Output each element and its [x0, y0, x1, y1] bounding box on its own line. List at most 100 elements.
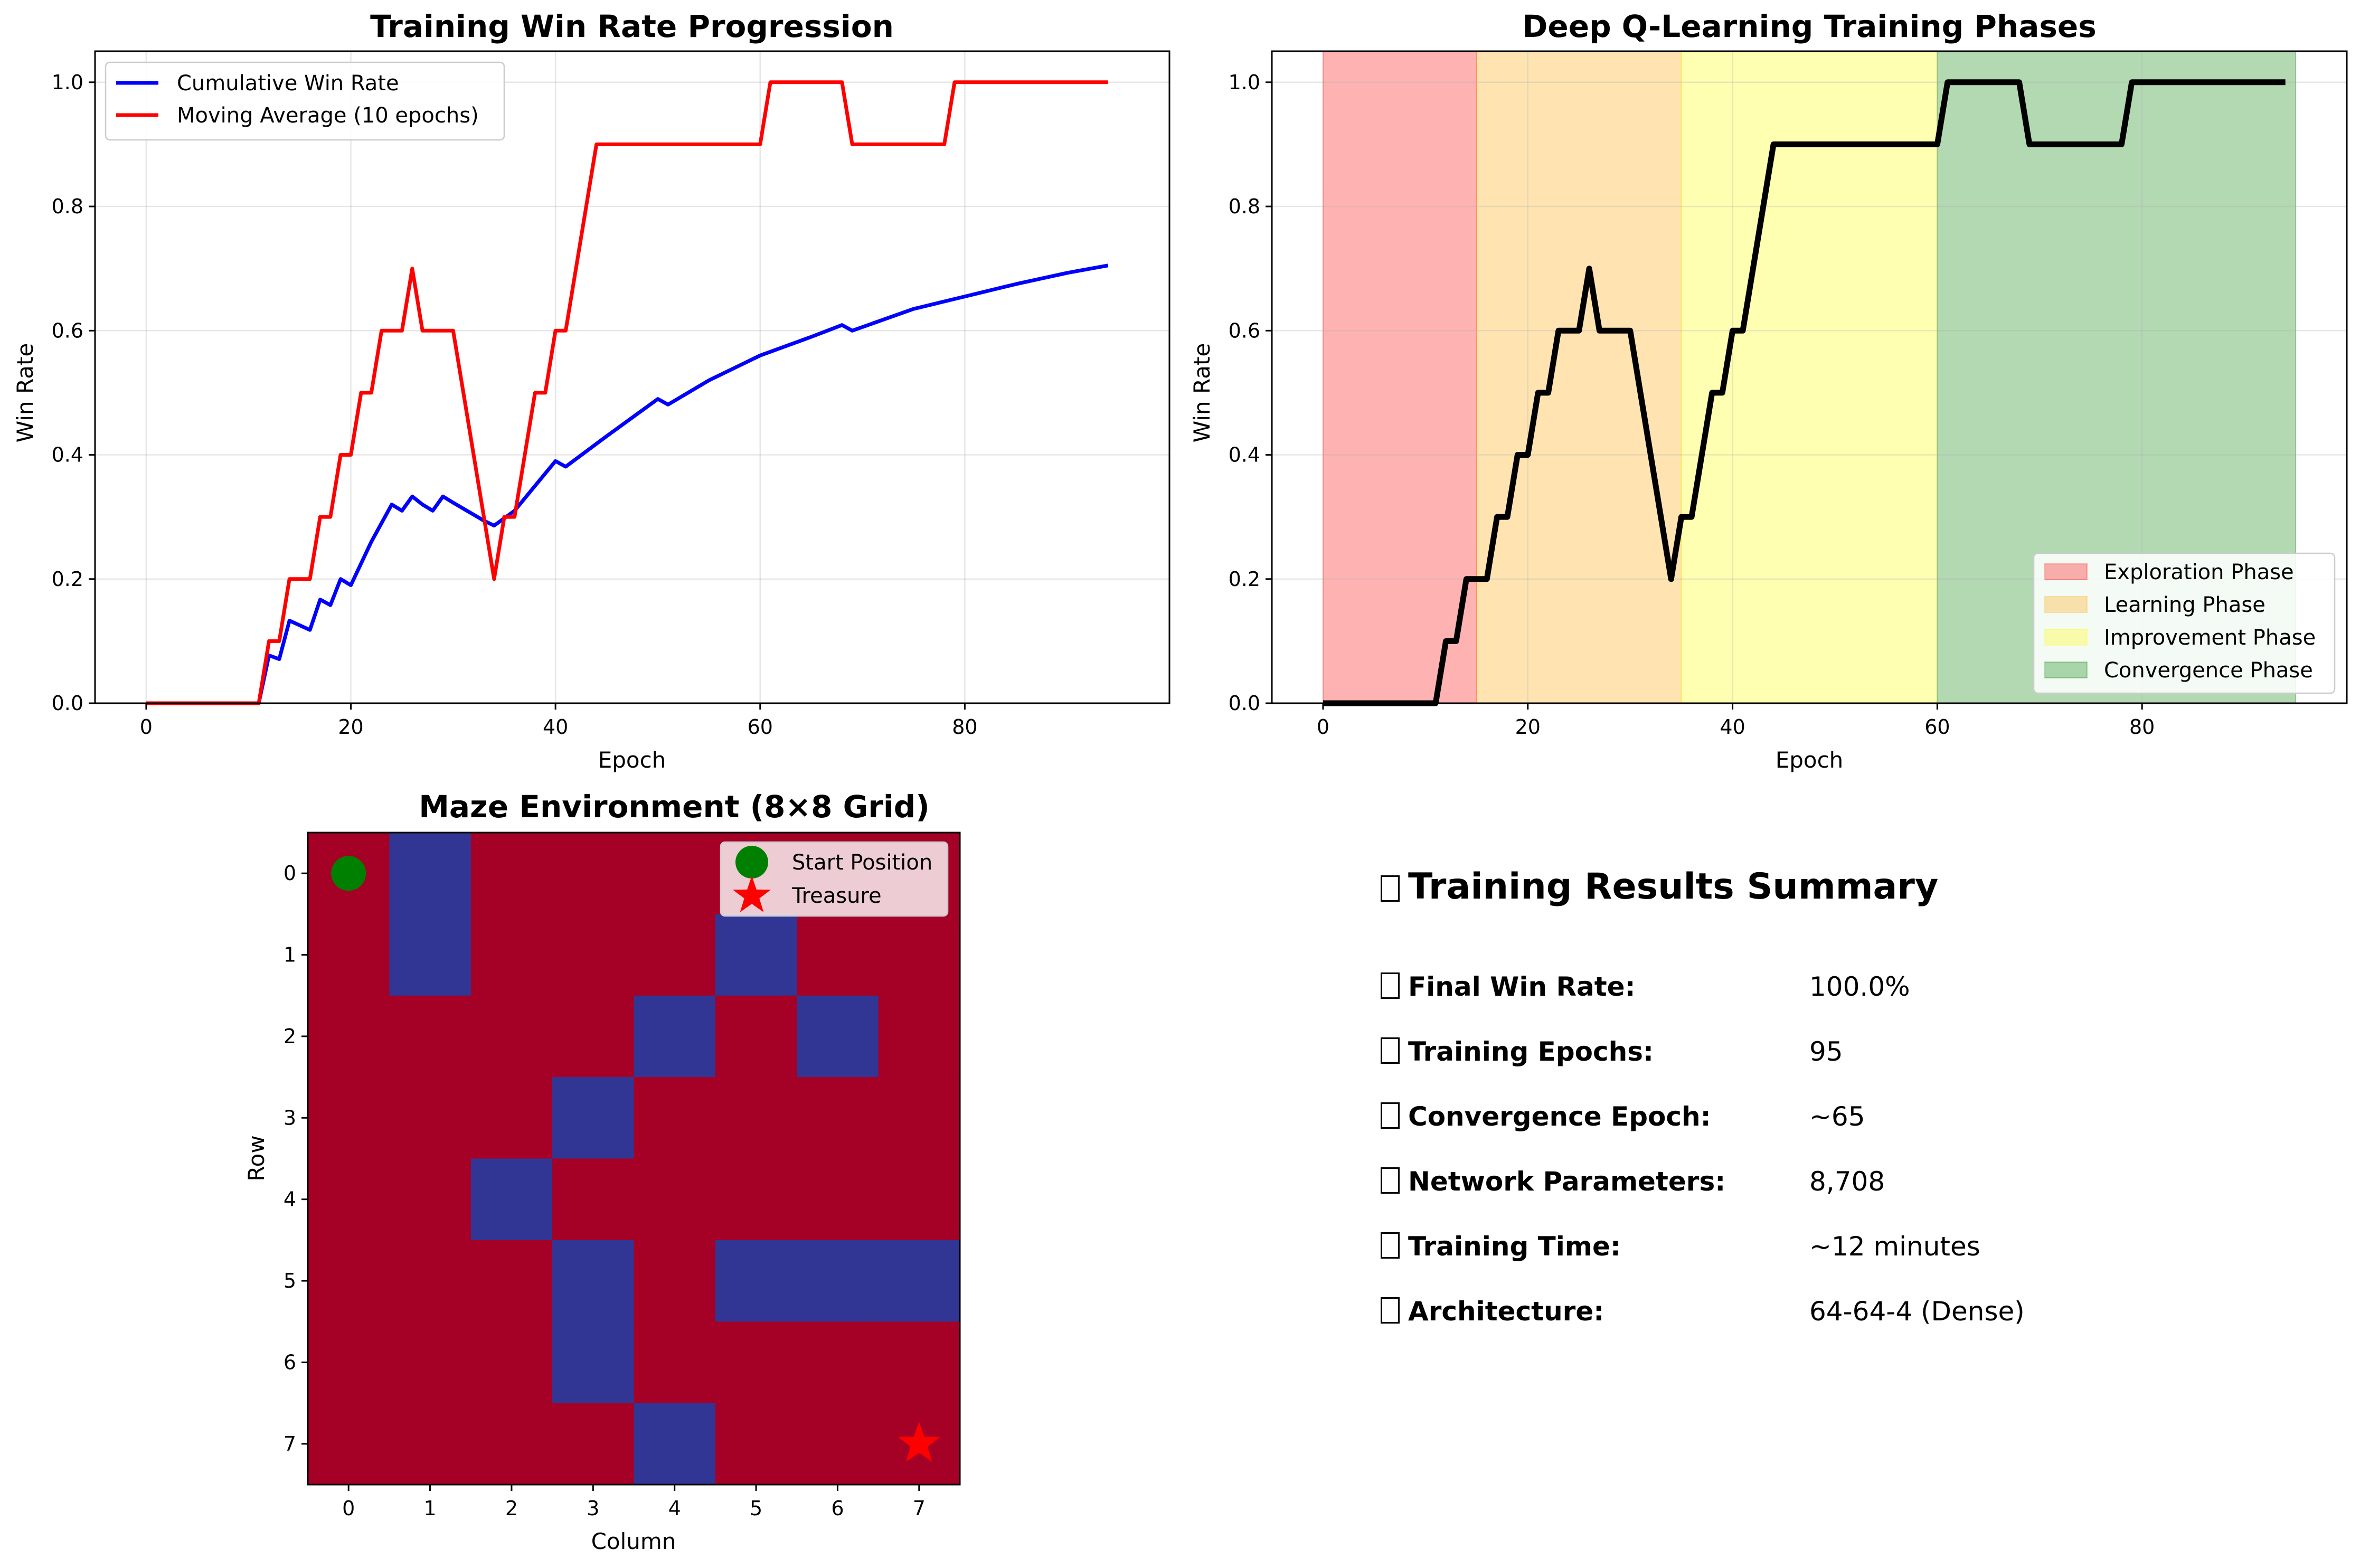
cumulative-win-rate-line — [146, 263, 1109, 705]
phase-band — [1322, 51, 1477, 704]
architecture-icon — [1381, 1297, 1400, 1324]
summary-label: Architecture: — [1408, 1296, 1604, 1327]
maze-open-cell — [634, 1158, 716, 1241]
maze-frame — [307, 832, 961, 1486]
x-tick-label: 80 — [2129, 715, 2155, 739]
maze-open-cell — [715, 995, 797, 1078]
legend: Cumulative Win Rate Moving Average (10 e… — [105, 61, 505, 141]
x-tick-label: 3 — [587, 1497, 599, 1520]
maze-wall-cell — [715, 914, 797, 996]
maze-open-cell — [797, 1403, 879, 1485]
y-tick-label: 3 — [284, 1106, 296, 1129]
maze-open-cell — [715, 1158, 797, 1241]
y-tick-label: 0.8 — [1229, 195, 1260, 218]
y-axis-label: Win Rate — [1189, 343, 1215, 443]
y-tick-label: 0.6 — [52, 319, 83, 342]
legend-swatch-start — [735, 846, 768, 879]
x-axis-label: Column — [591, 1528, 676, 1554]
y-tick-label: 0.8 — [52, 195, 83, 218]
maze-open-cell — [634, 1077, 716, 1159]
y-axis-label: Win Rate — [12, 343, 38, 443]
maze-wall-cell — [552, 1321, 635, 1404]
y-tick-label: 0.2 — [1229, 568, 1260, 591]
summary-label: Training Epochs: — [1408, 1036, 1654, 1067]
x-axis-label: Epoch — [598, 747, 666, 773]
maze-open-cell — [308, 914, 390, 996]
x-tick-label: 0 — [342, 1497, 355, 1520]
summary-title-text: Training Results Summary — [1408, 866, 1939, 908]
maze-open-cell — [308, 1077, 390, 1159]
x-tick-label: 6 — [831, 1497, 844, 1520]
maze-open-cell — [389, 1403, 471, 1485]
maze-open-cell — [797, 914, 879, 996]
y-tick-label: 2 — [284, 1025, 296, 1048]
y-tick-label: 1 — [284, 943, 296, 967]
x-tick-label: 20 — [1515, 715, 1541, 739]
x-axis-label: Epoch — [1776, 747, 1844, 773]
x-tick-label: 60 — [748, 715, 773, 739]
treasure-marker — [898, 1421, 940, 1462]
y-tick-label: 7 — [284, 1432, 296, 1456]
x-tick-label: 80 — [952, 715, 977, 739]
legend-label-convergence: Convergence Phase — [2104, 658, 2313, 683]
maze-open-cell — [470, 914, 553, 996]
summary-value: 100.0% — [1809, 971, 1910, 1002]
y-tick-label: 0.2 — [52, 568, 83, 591]
maze-open-cell — [308, 1403, 390, 1485]
legend-label-moving-average: Moving Average (10 epochs) — [177, 103, 479, 128]
maze-wall-cell — [389, 914, 471, 996]
summary-value: ~65 — [1809, 1101, 1865, 1132]
maze-open-cell — [552, 833, 635, 914]
maze-open-cell — [634, 914, 716, 996]
maze-open-cell — [308, 1321, 390, 1404]
legend-label-exploration: Exploration Phase — [2104, 560, 2294, 584]
maze-open-cell — [389, 1240, 471, 1322]
chart-title: Training Win Rate Progression — [370, 8, 894, 44]
x-tick-label: 4 — [668, 1497, 681, 1520]
maze-open-cell — [715, 1077, 797, 1159]
legend-swatch-learning — [2044, 596, 2088, 613]
maze-open-cell — [552, 914, 635, 996]
maze-open-cell — [797, 1321, 879, 1404]
chart-icon — [1381, 875, 1400, 902]
chart-title: Maze Environment (8×8 Grid) — [419, 789, 930, 825]
maze-open-cell — [389, 1077, 471, 1159]
summary-label: Network Parameters: — [1408, 1166, 1726, 1197]
maze-wall-cell — [552, 1240, 635, 1322]
x-tick-label: 2 — [505, 1497, 518, 1520]
x-tick-label: 0 — [140, 715, 153, 739]
maze-open-cell — [470, 995, 553, 1078]
maze-open-cell — [552, 995, 635, 1078]
summary-label: Final Win Rate: — [1408, 971, 1636, 1002]
legend-label-improvement: Improvement Phase — [2104, 626, 2316, 650]
maze-open-cell — [470, 833, 553, 914]
legend-label-cumulative: Cumulative Win Rate — [177, 71, 399, 96]
maze-wall-cell — [797, 995, 879, 1078]
maze-open-cell — [470, 1240, 553, 1322]
maze-open-cell — [389, 1158, 471, 1241]
maze-open-cell — [389, 1321, 471, 1404]
maze-open-cell — [878, 914, 960, 996]
y-tick-label: 5 — [284, 1269, 296, 1292]
summary-value: 64-64-4 (Dense) — [1809, 1296, 2025, 1327]
maze-open-cell — [308, 1158, 390, 1241]
start-position-marker — [331, 856, 366, 891]
y-tick-label: 0.0 — [52, 692, 83, 715]
y-tick-label: 4 — [284, 1188, 296, 1211]
maze-open-cell — [878, 995, 960, 1078]
maze-open-cell — [878, 1077, 960, 1159]
maze-open-cell — [470, 1321, 553, 1404]
y-tick-label: 6 — [284, 1350, 296, 1374]
win-rate-chart: Training Win Rate Progression 0 20 40 60 80 0… — [12, 8, 1170, 773]
x-tick-label: 40 — [1720, 715, 1745, 739]
x-tick-label: 20 — [338, 715, 363, 739]
y-tick-label: 0.4 — [1229, 443, 1260, 467]
chart-title: Deep Q-Learning Training Phases — [1522, 8, 2097, 44]
y-axis-label: Row — [243, 1135, 269, 1181]
plot-frame — [1271, 50, 2348, 704]
phase-band — [1476, 51, 1682, 704]
legend-label-treasure: Treasure — [791, 884, 882, 908]
maze-open-cell — [470, 1403, 553, 1485]
legend-label-start: Start Position — [792, 851, 932, 875]
